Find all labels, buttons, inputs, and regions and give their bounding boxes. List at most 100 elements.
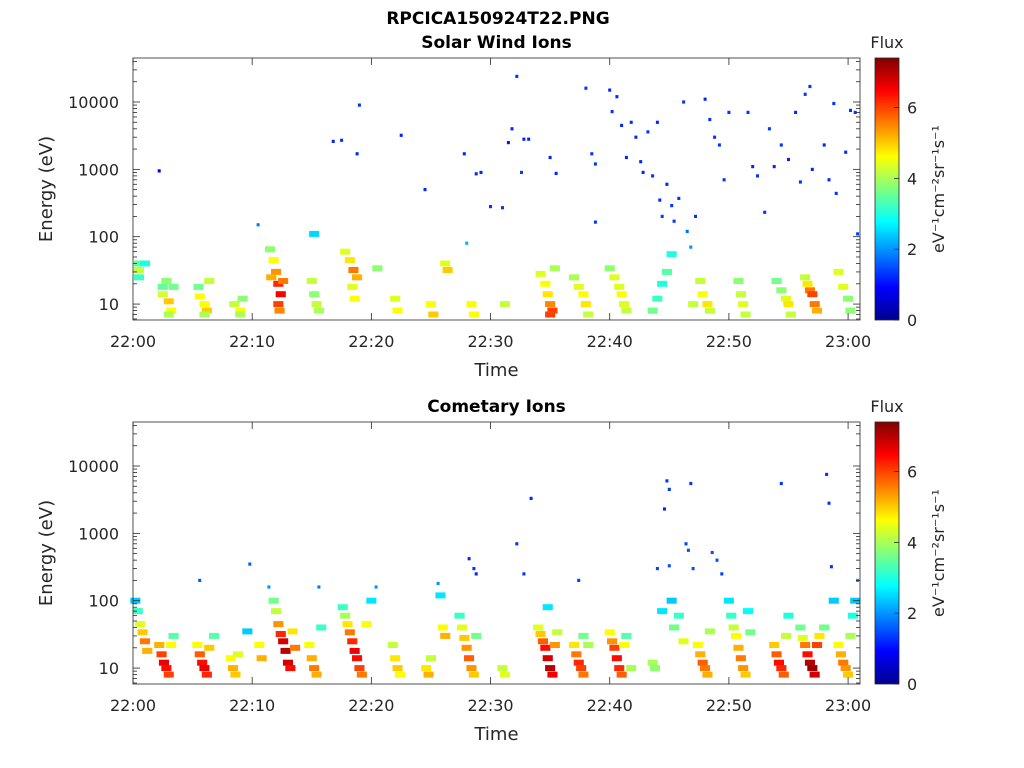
y-tick-label: 10000 bbox=[68, 93, 119, 112]
data-cell bbox=[856, 232, 860, 236]
data-cell bbox=[728, 624, 739, 631]
data-cell bbox=[751, 165, 755, 169]
data-cell bbox=[549, 265, 560, 272]
data-cell bbox=[309, 665, 320, 672]
data-cell bbox=[311, 301, 322, 308]
data-cell bbox=[157, 283, 168, 290]
data-cell bbox=[274, 307, 285, 314]
data-cell bbox=[311, 671, 322, 678]
data-cell bbox=[548, 155, 552, 160]
data-cell bbox=[352, 655, 363, 662]
data-cell bbox=[798, 180, 802, 184]
data-cell bbox=[697, 291, 708, 298]
data-cell bbox=[132, 608, 143, 615]
data-cell bbox=[667, 487, 671, 491]
data-cell bbox=[692, 642, 703, 648]
data-cell bbox=[756, 174, 759, 178]
x-tick-label: 22:20 bbox=[348, 696, 394, 715]
data-cell bbox=[578, 632, 589, 639]
colorbar-tick-label: 0 bbox=[907, 311, 917, 330]
colorbar-tick-label: 6 bbox=[907, 99, 917, 118]
data-cell bbox=[584, 86, 588, 90]
data-cell bbox=[673, 612, 684, 619]
data-cell bbox=[639, 160, 643, 164]
data-cell bbox=[462, 152, 466, 156]
data-cell bbox=[670, 204, 674, 208]
colorbar: Flux 0 2 4 6 eV⁻¹cm⁻²sr⁻¹s⁻¹ bbox=[870, 33, 948, 330]
data-cell bbox=[392, 307, 403, 314]
data-cell bbox=[829, 565, 833, 569]
y-tick-label: 1000 bbox=[78, 524, 119, 543]
data-cell bbox=[355, 152, 359, 156]
data-cell bbox=[228, 665, 239, 672]
data-cell bbox=[166, 642, 177, 648]
data-cell bbox=[268, 257, 279, 264]
data-cell bbox=[287, 628, 298, 635]
data-cell bbox=[710, 550, 714, 555]
data-cell bbox=[593, 220, 597, 224]
data-cell bbox=[348, 267, 359, 273]
data-cell bbox=[783, 612, 794, 619]
data-cell bbox=[787, 157, 790, 162]
data-cell bbox=[542, 655, 553, 662]
data-cell bbox=[474, 572, 478, 576]
data-cell bbox=[682, 100, 686, 104]
x-tick-label: 23:00 bbox=[825, 332, 871, 351]
data-cell bbox=[604, 265, 615, 272]
data-cell bbox=[686, 548, 690, 552]
data-cell bbox=[735, 291, 746, 298]
colorbar-tick-label: 6 bbox=[907, 463, 917, 482]
data-cell bbox=[685, 229, 689, 233]
data-cell bbox=[254, 642, 265, 648]
data-cell bbox=[809, 671, 820, 678]
data-cell bbox=[771, 278, 782, 284]
data-cell bbox=[578, 291, 589, 298]
data-cell bbox=[803, 92, 807, 96]
data-cell bbox=[316, 624, 327, 631]
data-cell bbox=[802, 651, 813, 658]
data-cell bbox=[607, 638, 618, 645]
data-cell bbox=[822, 143, 826, 147]
data-cell bbox=[309, 291, 320, 298]
colorbar-tick-label: 4 bbox=[907, 169, 917, 188]
data-cell bbox=[619, 642, 630, 648]
data-cell bbox=[501, 206, 504, 210]
data-cell bbox=[225, 655, 236, 662]
data-cell bbox=[666, 251, 677, 258]
data-cell bbox=[437, 624, 448, 631]
data-cell bbox=[163, 298, 174, 305]
data-cell bbox=[608, 88, 612, 92]
data-cell bbox=[849, 108, 852, 112]
data-cell bbox=[843, 295, 854, 302]
data-cell bbox=[465, 241, 469, 245]
data-cell bbox=[827, 501, 831, 505]
x-tick-label: 22:10 bbox=[229, 332, 275, 351]
data-cell bbox=[520, 170, 523, 174]
data-cell bbox=[157, 169, 161, 173]
data-cell bbox=[442, 267, 453, 273]
data-cell bbox=[771, 651, 782, 658]
data-cell bbox=[166, 307, 177, 314]
data-cell bbox=[626, 665, 637, 672]
data-cell bbox=[472, 567, 476, 571]
data-cell bbox=[256, 655, 267, 662]
data-cell bbox=[772, 165, 776, 169]
data-cell bbox=[819, 624, 830, 631]
data-cell bbox=[738, 301, 749, 308]
data-cell bbox=[527, 137, 531, 141]
data-cell bbox=[349, 647, 360, 654]
data-cell bbox=[139, 260, 150, 267]
colorbar-gradient bbox=[874, 421, 900, 685]
data-cell bbox=[394, 671, 405, 678]
data-cell bbox=[779, 143, 783, 147]
data-cell bbox=[163, 311, 174, 318]
data-cell bbox=[797, 634, 808, 641]
data-cell bbox=[290, 644, 301, 651]
data-cell bbox=[235, 307, 246, 314]
data-cell bbox=[193, 283, 204, 290]
data-cell bbox=[232, 651, 243, 658]
data-cell bbox=[309, 230, 320, 237]
data-cell bbox=[689, 245, 693, 249]
data-cell bbox=[845, 632, 856, 639]
